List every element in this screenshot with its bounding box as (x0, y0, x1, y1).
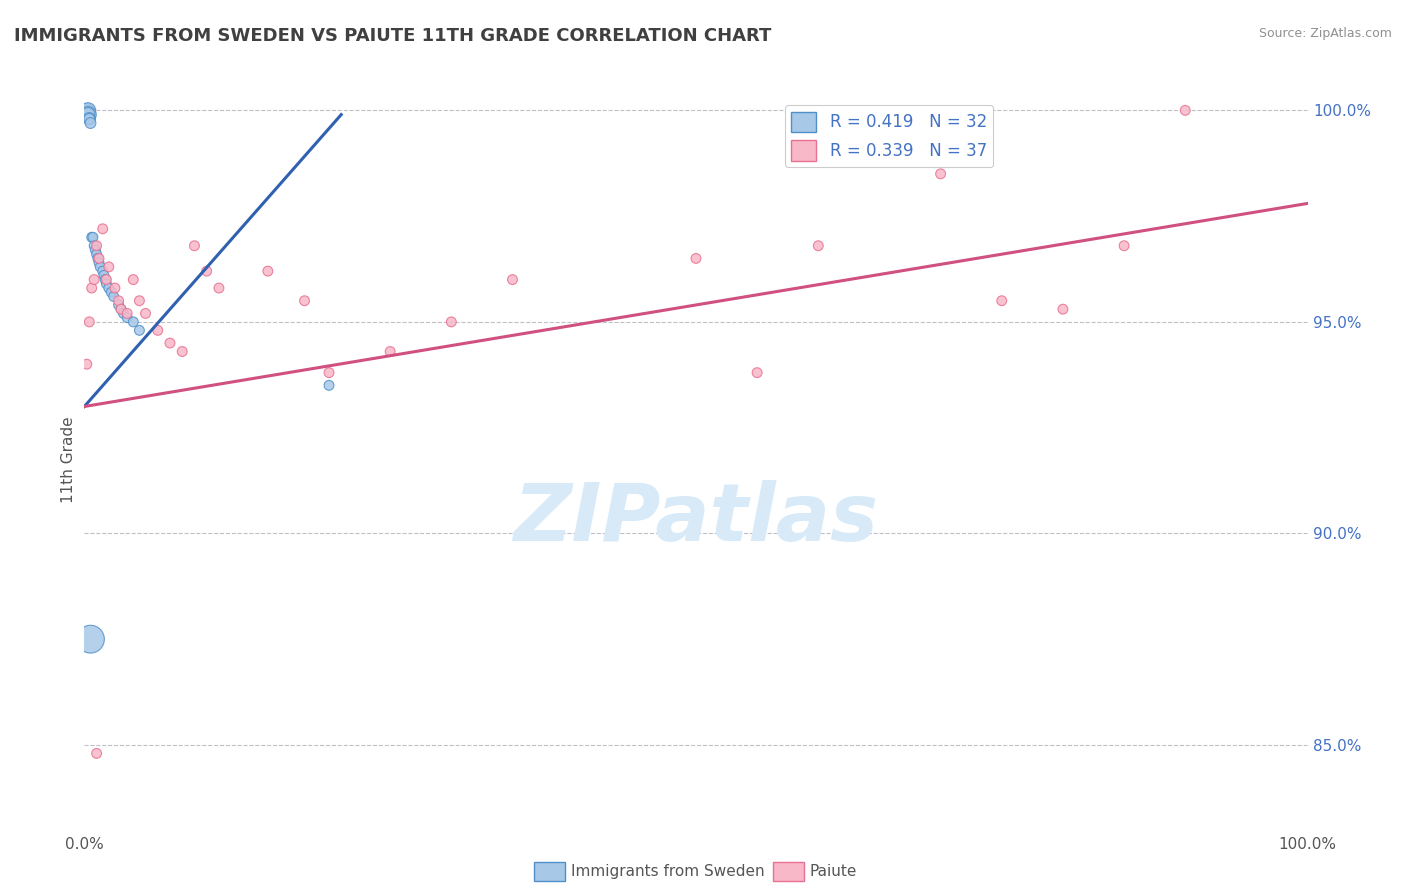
Point (103, 289, 125, 303)
Point (82, 230, 104, 244)
Text: ZIPatlas: ZIPatlas (513, 480, 879, 558)
Text: Immigrants from Sweden: Immigrants from Sweden (571, 864, 765, 879)
Point (86, 238, 108, 252)
Point (110, 302, 132, 317)
Point (75, 107, 97, 121)
Point (87, 255, 110, 269)
Point (294, 293, 316, 308)
Point (83, 272, 105, 286)
Point (159, 336, 181, 351)
Point (76, 357, 98, 371)
Point (318, 366, 340, 380)
Point (77, 107, 100, 121)
Point (76, 103, 98, 118)
Point (195, 264, 218, 278)
Point (96, 272, 118, 286)
Point (77, 315, 100, 329)
Point (91, 222, 114, 236)
Point (97, 260, 120, 274)
Point (747, 366, 769, 380)
Point (1114, 238, 1136, 252)
Point (685, 252, 707, 266)
Point (77, 112, 100, 126)
Point (77, 107, 100, 121)
Point (80, 230, 103, 244)
Text: Source: ZipAtlas.com: Source: ZipAtlas.com (1258, 27, 1392, 40)
Point (80, 281, 103, 295)
Point (318, 378, 340, 392)
Point (96, 277, 118, 291)
Point (104, 281, 127, 295)
Point (84, 243, 107, 257)
Point (1174, 103, 1197, 118)
Text: Paiute: Paiute (810, 864, 858, 879)
Point (122, 315, 145, 329)
Point (112, 306, 135, 320)
Point (87, 252, 110, 266)
Point (115, 306, 138, 320)
Point (107, 298, 129, 312)
Point (128, 323, 150, 337)
Point (87, 252, 110, 266)
Point (97, 281, 120, 295)
Point (172, 344, 194, 359)
Point (93, 268, 115, 283)
Point (208, 281, 231, 295)
Text: IMMIGRANTS FROM SWEDEN VS PAIUTE 11TH GRADE CORRELATION CHART: IMMIGRANTS FROM SWEDEN VS PAIUTE 11TH GR… (14, 27, 772, 45)
Point (257, 264, 280, 278)
Point (146, 323, 169, 337)
Point (77, 112, 100, 126)
Point (502, 272, 524, 286)
Point (91, 264, 114, 278)
Point (115, 310, 138, 325)
Point (79, 632, 101, 647)
Point (135, 306, 157, 320)
Point (929, 167, 952, 181)
Point (440, 315, 463, 329)
Point (183, 238, 205, 252)
Point (1052, 302, 1074, 317)
Point (77, 103, 100, 118)
Point (110, 302, 132, 317)
Y-axis label: 11th Grade: 11th Grade (60, 416, 76, 503)
Point (79, 116, 101, 130)
Point (86, 747, 108, 761)
Point (107, 293, 129, 308)
Point (76, 103, 98, 118)
Point (122, 272, 145, 286)
Legend: R = 0.419   N = 32, R = 0.339   N = 37: R = 0.419 N = 32, R = 0.339 N = 37 (785, 105, 994, 168)
Point (128, 293, 150, 308)
Point (100, 285, 122, 300)
Point (807, 238, 830, 252)
Point (94, 272, 117, 286)
Point (380, 344, 402, 359)
Point (83, 238, 105, 252)
Point (89, 260, 111, 274)
Point (991, 293, 1014, 308)
Point (86, 247, 108, 261)
